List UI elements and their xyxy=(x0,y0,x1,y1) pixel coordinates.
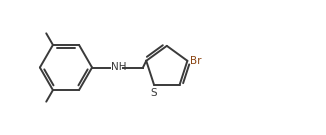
Text: NH: NH xyxy=(111,62,126,72)
Text: S: S xyxy=(151,88,157,98)
Text: Br: Br xyxy=(190,56,202,66)
